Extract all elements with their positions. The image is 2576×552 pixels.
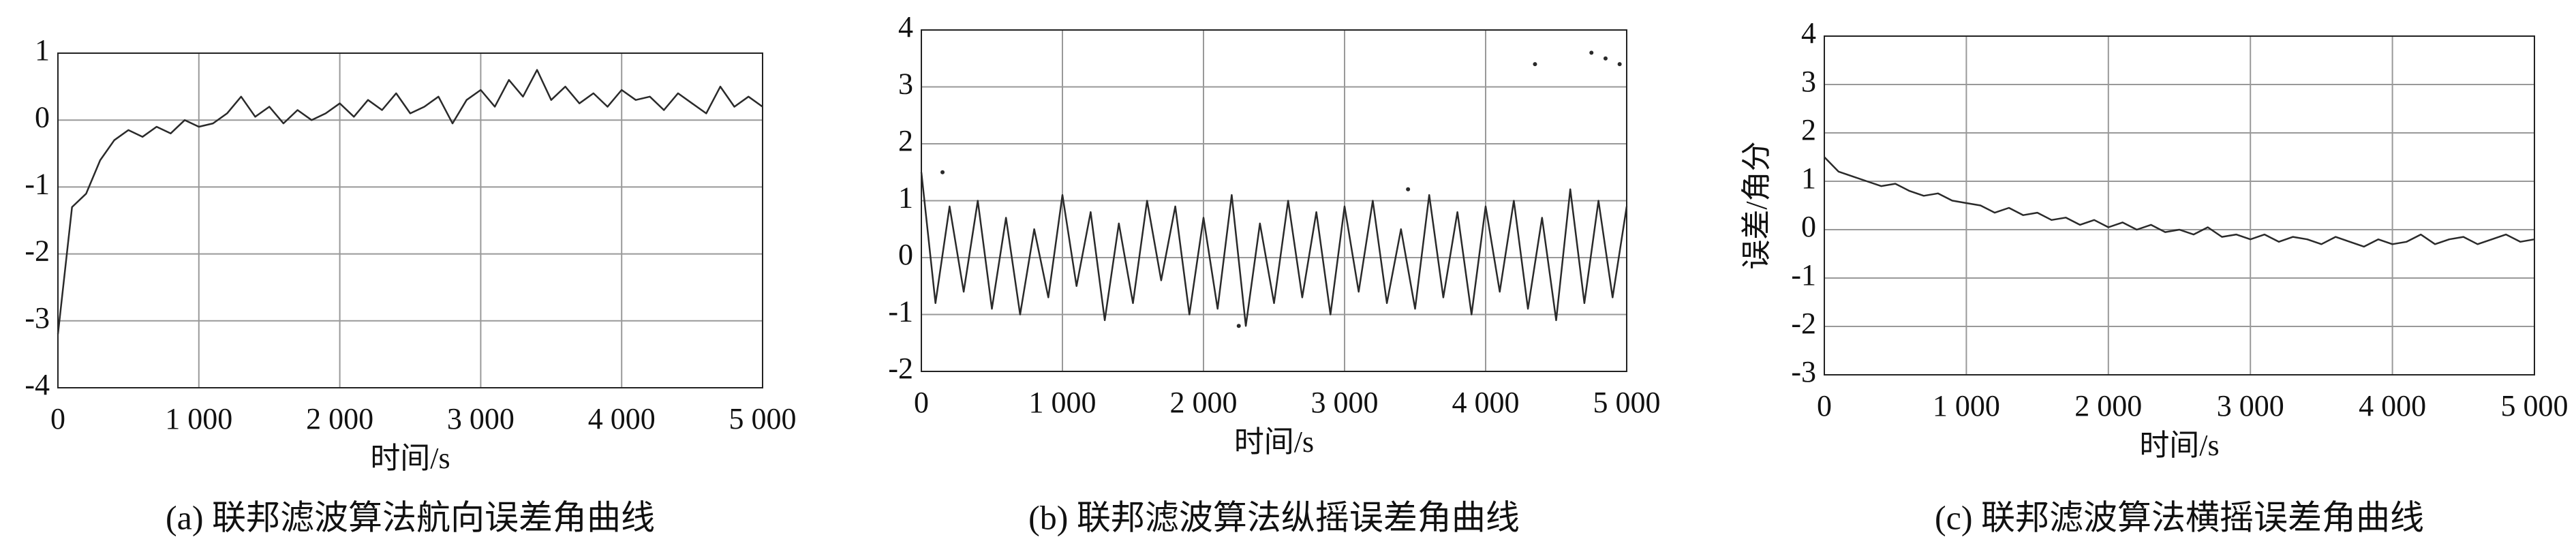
x-tick-label: 4 000 [588, 402, 656, 435]
data-line [1824, 156, 2535, 248]
x-axis-label: 时间/s [1234, 425, 1314, 459]
x-tick-label: 2 000 [1170, 386, 1238, 419]
x-tick-label: 1 000 [1029, 386, 1097, 419]
y-tick-label: -2 [888, 352, 913, 385]
x-tick-label: 4 000 [2359, 389, 2426, 423]
plot-frame [921, 29, 1627, 372]
x-tick-label: 5 000 [1593, 386, 1661, 419]
y-tick-label: 2 [898, 124, 913, 157]
x-tick-label: 3 000 [1311, 386, 1379, 419]
outlier-point [1589, 50, 1594, 55]
caption: (a) 联邦滤波算法航向误差角曲线 [166, 498, 655, 536]
outlier-point [1533, 62, 1537, 67]
y-tick-label: 1 [898, 181, 913, 215]
x-tick-label: 0 [914, 386, 929, 419]
y-tick-label: 3 [1801, 65, 1816, 98]
x-tick-label: 5 000 [729, 402, 797, 435]
outlier-point [1603, 56, 1608, 61]
x-axis-label: 时间/s [370, 442, 450, 475]
y-tick-label: -2 [25, 234, 50, 268]
y-tick-label: 0 [1801, 210, 1816, 243]
x-tick-label: 4 000 [1452, 386, 1520, 419]
x-tick-label: 3 000 [447, 402, 515, 435]
x-axis-label: 时间/s [2139, 429, 2219, 462]
y-tick-label: -4 [25, 368, 50, 401]
y-tick-label: 1 [35, 33, 50, 67]
y-tick-label: -1 [888, 295, 913, 328]
x-tick-label: 2 000 [306, 402, 373, 435]
y-tick-label: 4 [898, 10, 913, 44]
plot-frame [1824, 35, 2535, 375]
caption: (b) 联邦滤波算法纵摇误差角曲线 [1028, 498, 1520, 536]
plot-frame [57, 52, 763, 388]
x-tick-label: 0 [50, 402, 65, 435]
x-tick-label: 2 000 [2074, 389, 2142, 423]
y-tick-label: -3 [25, 301, 50, 335]
x-tick-label: 1 000 [165, 402, 232, 435]
x-tick-label: 1 000 [1933, 389, 2000, 423]
y-tick-label: 2 [1801, 113, 1816, 147]
x-tick-label: 0 [1817, 389, 1832, 423]
outlier-point [1236, 324, 1241, 328]
y-tick-label: -1 [1791, 258, 1816, 292]
data-line [57, 69, 763, 335]
y-tick-label: 1 [1801, 162, 1816, 195]
y-tick-label: -2 [1791, 307, 1816, 340]
y-tick-label: -3 [1791, 355, 1816, 388]
outlier-point [1617, 62, 1622, 67]
caption: (c) 联邦滤波算法横摇误差角曲线 [1935, 498, 2424, 536]
x-tick-label: 5 000 [2501, 389, 2569, 423]
y-tick-label: 4 [1801, 16, 1816, 50]
y-tick-label: -1 [25, 167, 50, 200]
x-tick-label: 3 000 [2217, 389, 2284, 423]
y-tick-label: 3 [898, 67, 913, 101]
y-axis-label: 误差/角分 [1740, 141, 1773, 269]
data-line [920, 172, 1628, 327]
y-tick-label: 0 [898, 238, 913, 271]
outlier-point [940, 170, 945, 174]
y-tick-label: 0 [35, 100, 50, 134]
outlier-point [1406, 187, 1411, 191]
